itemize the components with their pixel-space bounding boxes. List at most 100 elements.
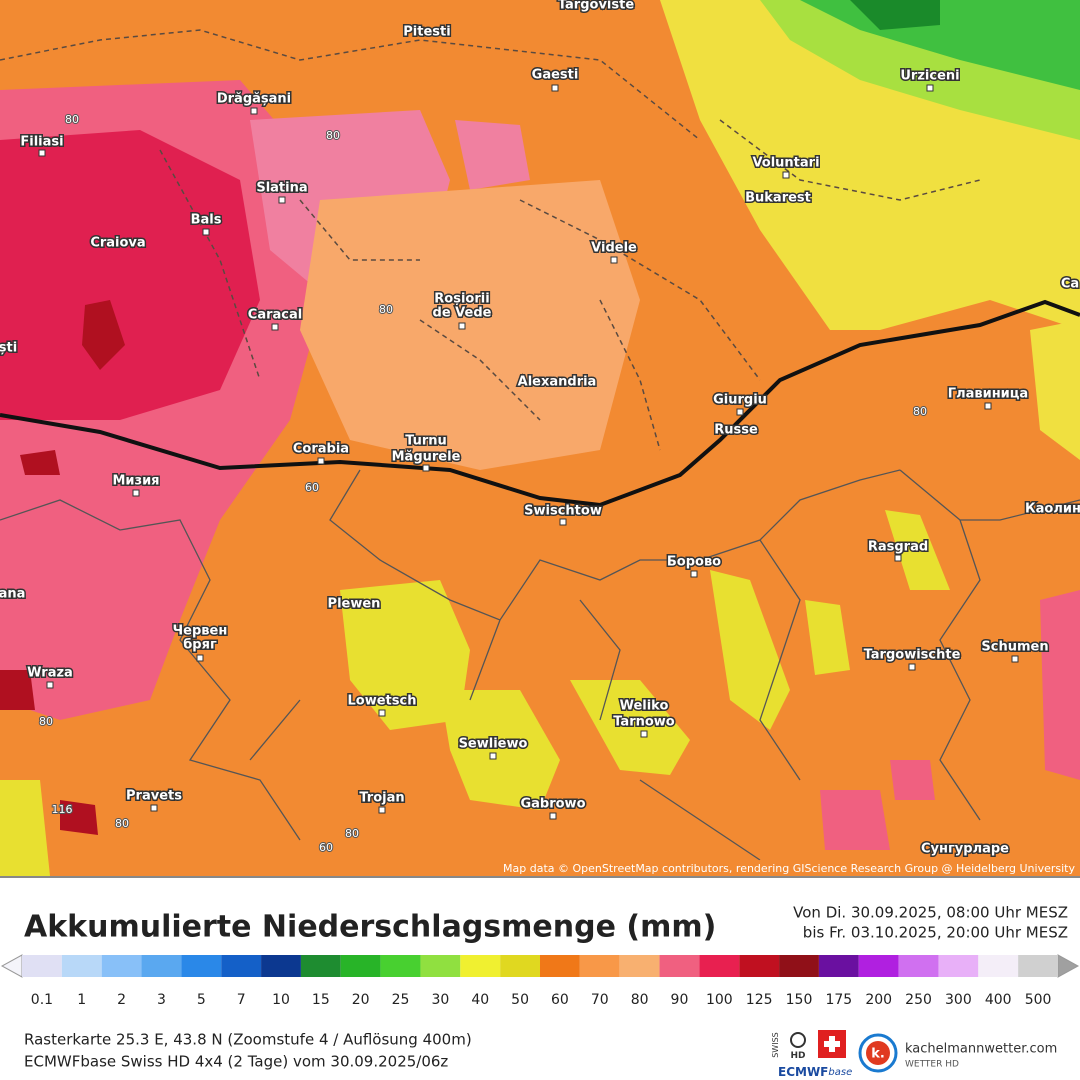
contour-label: 60 xyxy=(305,481,319,494)
legend-swatch xyxy=(22,955,62,977)
legend-swatch xyxy=(739,955,780,977)
city-label: Сунгурларе xyxy=(921,842,1009,857)
period-to: bis Fr. 03.10.2025, 20:00 Uhr MESZ xyxy=(803,924,1068,942)
city-label: Slatina xyxy=(256,181,307,196)
city-label: Targoviste xyxy=(558,0,634,13)
city-label: Drăgășani xyxy=(217,92,291,107)
city-label: Swischtow xyxy=(524,504,602,519)
city-label: Lowetsch xyxy=(348,694,417,709)
city-label: Каолин xyxy=(1025,502,1080,517)
legend-swatch xyxy=(340,955,381,977)
city-label: Ca xyxy=(1061,277,1079,292)
city-label: Măgurele xyxy=(392,450,461,465)
legend-swatch xyxy=(978,955,1019,977)
legend-label: 2 xyxy=(117,992,126,1008)
city-dot xyxy=(1011,655,1019,663)
city-dot xyxy=(46,681,54,689)
city-label: Pitesti xyxy=(403,25,450,40)
logo-ecmwf: ECMWFbase xyxy=(778,1065,852,1079)
legend-label: 30 xyxy=(431,992,449,1008)
city-label: Giurgiu xyxy=(713,393,767,408)
legend-label: 175 xyxy=(825,992,852,1008)
city-dot xyxy=(38,149,46,157)
legend-swatch xyxy=(619,955,660,977)
legend-swatch xyxy=(300,955,341,977)
city-dot xyxy=(378,709,386,717)
raster-info: Rasterkarte 25.3 E, 43.8 N (Zoomstufe 4 … xyxy=(24,1031,472,1049)
city-label: Gabrowo xyxy=(520,797,585,812)
legend-label: 25 xyxy=(392,992,410,1008)
legend-label: 200 xyxy=(865,992,892,1008)
legend-swatch xyxy=(858,955,899,977)
legend-label: 70 xyxy=(591,992,609,1008)
legend-swatch xyxy=(500,955,540,977)
contour-label: 80 xyxy=(115,817,129,830)
logo-hd: HD xyxy=(790,1051,805,1061)
legend-title: Akkumulierte Niederschlagsmenge (mm) xyxy=(24,910,716,945)
city-label: Corabia xyxy=(293,442,349,457)
legend-label: 20 xyxy=(352,992,370,1008)
city-label: Plewen xyxy=(328,597,381,612)
city-dot xyxy=(551,84,559,92)
city-label: de Vede xyxy=(433,306,492,321)
legend-swatch xyxy=(540,955,580,977)
legend-label: 1 xyxy=(77,992,86,1008)
legend-swatch xyxy=(659,955,700,977)
city-dot xyxy=(782,171,790,179)
legend-label: 7 xyxy=(237,992,246,1008)
city-label: Wraza xyxy=(27,666,73,681)
city-label: Sewliewo xyxy=(459,737,528,752)
city-label: Craiova xyxy=(90,236,145,251)
legend-swatch xyxy=(221,955,262,977)
city-label: Борово xyxy=(667,555,721,570)
logo-ecmwf-text: ECMWF xyxy=(778,1065,828,1079)
legend-label: 500 xyxy=(1025,992,1052,1008)
legend-label: 400 xyxy=(985,992,1012,1008)
city-dot xyxy=(317,457,325,465)
city-label: Turnu xyxy=(405,434,447,449)
map: Map data © OpenStreetMap contributors, r… xyxy=(0,0,1080,876)
contour-label: 80 xyxy=(326,129,340,142)
legend-label: 90 xyxy=(671,992,689,1008)
city-label: Bals xyxy=(191,213,222,228)
legend-label: 125 xyxy=(746,992,773,1008)
city-label: Tarnowo xyxy=(613,715,675,730)
logo-swiss: SWISS xyxy=(771,1032,780,1058)
city-dot xyxy=(610,256,618,264)
city-dot xyxy=(202,228,210,236)
contour-label: 60 xyxy=(319,841,333,854)
city-label: Caracal xyxy=(248,308,302,323)
contour-label: 80 xyxy=(913,405,927,418)
city-dot xyxy=(132,489,140,497)
city-label: бряг xyxy=(183,638,217,653)
contour-label: 80 xyxy=(379,303,393,316)
city-label: Gaesti xyxy=(532,68,579,83)
city-label: Червен xyxy=(173,624,228,639)
contour-label: 80 xyxy=(345,827,359,840)
city-label: Targowischte xyxy=(864,648,961,663)
legend-label: 150 xyxy=(786,992,813,1008)
city-label: Rasgrad xyxy=(868,540,928,555)
attribution: Map data © OpenStreetMap contributors, r… xyxy=(503,862,1075,875)
legend-swatch xyxy=(181,955,222,977)
logo-k: k. xyxy=(871,1047,885,1062)
legend-swatch xyxy=(779,955,819,977)
city-dot xyxy=(736,408,744,416)
legend-swatch xyxy=(420,955,461,977)
logo-sub: WETTER HD xyxy=(905,1060,959,1070)
city-label: ști xyxy=(0,341,17,356)
city-dot xyxy=(894,554,902,562)
city-dot xyxy=(984,402,992,410)
city-dot xyxy=(250,107,258,115)
legend-label: 5 xyxy=(197,992,206,1008)
city-dot xyxy=(908,663,916,671)
legend-label: 80 xyxy=(631,992,649,1008)
city-label: Schumen xyxy=(981,640,1048,655)
legend-swatch xyxy=(938,955,979,977)
contour-label: 80 xyxy=(39,715,53,728)
legend-label: 250 xyxy=(905,992,932,1008)
city-label: Trojan xyxy=(359,791,404,806)
logo-site: kachelmannwetter.com xyxy=(905,1042,1057,1057)
city-label: Главиница xyxy=(948,387,1028,402)
city-dot xyxy=(489,752,497,760)
